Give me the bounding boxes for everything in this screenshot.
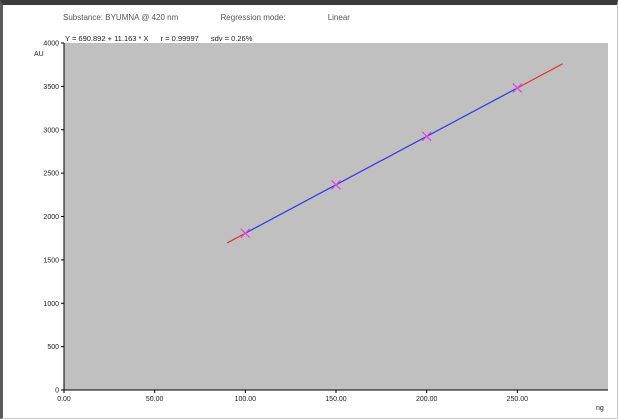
equation-sdv: sdv = 0.26%: [210, 34, 253, 43]
ticks: 0 500 1000 1500 2000 2500 3000 3500 4000 0.00 50.0…: [43, 41, 528, 404]
x-tick-label: 50.00: [146, 396, 164, 403]
x-tick-label: 200.00: [416, 396, 438, 403]
equation-r: r = 0.99997: [160, 34, 199, 43]
x-tick-label: 150.00: [325, 396, 347, 403]
y-tick-label: 2500: [43, 171, 59, 178]
data-point: [240, 228, 251, 239]
plot-area: [64, 43, 608, 390]
y-tick-label: 500: [47, 344, 59, 351]
data-point-stroke: [512, 83, 523, 93]
data-point: [421, 131, 432, 142]
data-point: [331, 179, 341, 190]
x-tick-label: 100.00: [235, 396, 257, 403]
equation-formula: Y = 690.892 + 11.163 * X: [65, 34, 149, 43]
fit-extrapolation-high: [517, 63, 563, 89]
data-point-stroke: [240, 228, 251, 239]
y-tick-label: 3500: [43, 84, 59, 91]
chart-header: Substance: BYUMNA @ 420 nm Regression mo…: [63, 13, 390, 22]
y-tick-label: 1000: [43, 301, 59, 308]
x-tick-label: 250.00: [507, 396, 529, 403]
y-tick-label: 1500: [43, 257, 59, 264]
y-axis-label: AU: [34, 51, 44, 58]
data-point-stroke: [421, 131, 432, 142]
fit-line: [245, 87, 518, 234]
regression-equation: Y = 690.892 + 11.163 * X r = 0.99997 sdv…: [65, 34, 262, 43]
fit-lines: [226, 63, 563, 244]
x-tick-label: 0.00: [57, 396, 71, 403]
y-tick-label: 2000: [43, 214, 59, 221]
x-axis-label: ng: [596, 405, 604, 412]
data-points: [240, 83, 523, 239]
fit-extrapolation-low: [226, 232, 246, 244]
regression-mode-value: Linear: [327, 13, 350, 22]
y-tick-label: 3000: [43, 127, 59, 134]
data-point: [512, 83, 523, 93]
y-tick-label: 4000: [43, 41, 59, 48]
substance-label: Substance: BYUMNA @ 420 nm: [63, 13, 179, 22]
y-tick-label: 0: [55, 388, 59, 395]
regression-mode-label: Regression mode:: [220, 13, 286, 22]
data-point-stroke: [331, 179, 341, 190]
